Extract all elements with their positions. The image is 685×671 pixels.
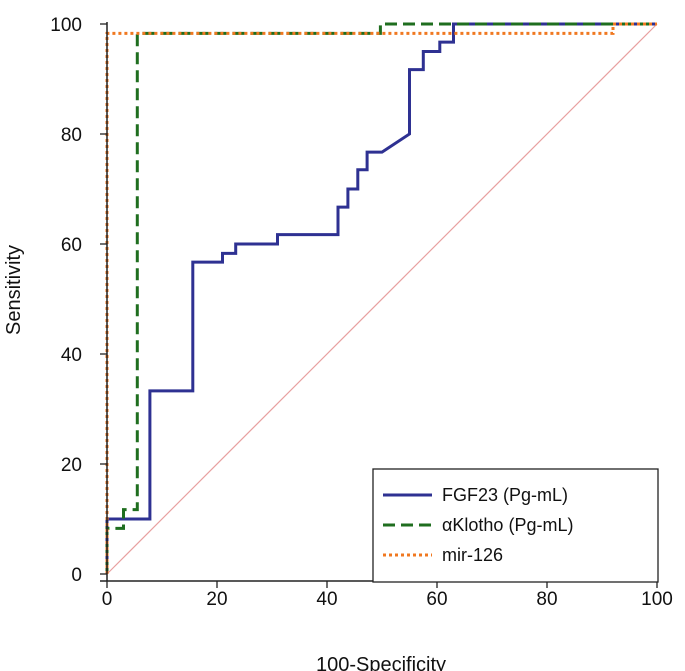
x-tick-label: 0 (102, 589, 113, 610)
legend-label-2: αKlotho (Pg-mL) (442, 515, 573, 535)
legend-label-3: mir-126 (442, 545, 503, 565)
series-line-1 (105, 22, 657, 574)
legend-label-1: FGF23 (Pg-mL) (442, 485, 568, 505)
x-tick-label: 40 (316, 589, 337, 610)
x-axis-label: 100-Specificity (316, 654, 446, 671)
ticks-layer: 0 20 40 60 80 100 0 20 40 60 80 100 (50, 15, 673, 610)
legend: FGF23 (Pg-mL) αKlotho (Pg-mL) mir-126 (372, 468, 659, 583)
y-tick-label: 20 (61, 455, 82, 476)
x-tick-label: 20 (206, 589, 227, 610)
y-tick-label: 40 (61, 345, 82, 366)
y-tick-label: 0 (71, 565, 82, 586)
x-tick-label: 100 (641, 589, 673, 610)
x-tick-label: 80 (536, 589, 557, 610)
reference-line-layer (106, 23, 658, 575)
y-tick-label: 80 (61, 125, 82, 146)
y-tick-label: 60 (61, 235, 82, 256)
y-axis-label: Sensitivity (3, 245, 25, 335)
y-tick-label: 100 (50, 15, 82, 36)
x-tick-label: 60 (426, 589, 447, 610)
series-line-2 (105, 22, 657, 574)
reference-diagonal-line (106, 23, 658, 575)
